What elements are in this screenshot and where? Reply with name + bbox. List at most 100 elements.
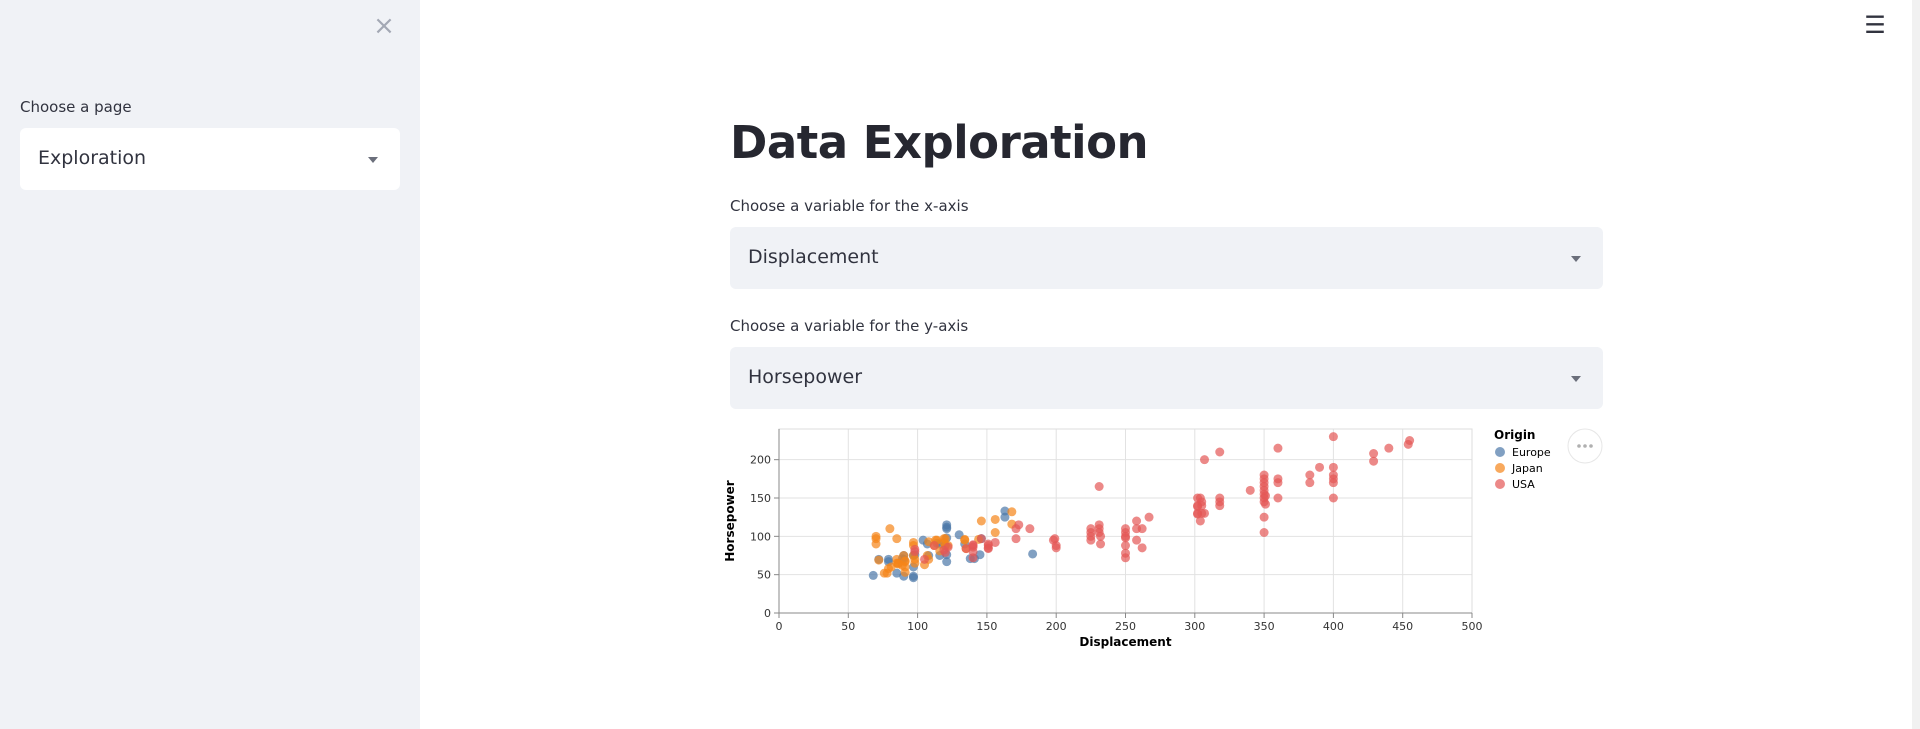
data-point-usa [1273, 493, 1283, 503]
legend-swatch [1495, 463, 1505, 473]
y-tick-label: 50 [757, 569, 771, 582]
data-point-europe [892, 568, 902, 578]
legend-label: Japan [1511, 462, 1543, 475]
data-point-usa [961, 544, 971, 554]
data-point-usa [1137, 543, 1147, 553]
data-point-usa [1200, 508, 1210, 518]
x-tick-label: 450 [1392, 620, 1413, 633]
data-point-usa [1328, 470, 1338, 480]
data-point-usa [1132, 516, 1142, 526]
x-tick-label: 150 [976, 620, 997, 633]
data-point-usa [1197, 497, 1207, 507]
x-tick-label: 50 [841, 620, 855, 633]
legend-label: USA [1512, 478, 1535, 491]
data-point-usa [1215, 493, 1225, 503]
data-point-usa [1260, 499, 1270, 509]
data-point-usa [1259, 470, 1269, 480]
data-point-usa [1315, 462, 1325, 472]
x-tick-label: 200 [1046, 620, 1067, 633]
more-icon-dot [1589, 444, 1593, 448]
y-axis-select-value: Horsepower [748, 366, 863, 388]
data-point-europe [883, 554, 893, 564]
hamburger-menu-icon[interactable]: ☰ [1864, 11, 1886, 39]
data-point-usa [1121, 548, 1130, 558]
data-point-usa [1215, 447, 1225, 457]
data-point-japan [874, 555, 884, 565]
close-sidebar-icon[interactable]: × [373, 11, 395, 41]
legend-swatch [1495, 479, 1505, 489]
data-point-japan [960, 534, 970, 544]
y-axis-select[interactable]: Horsepower [730, 347, 1603, 409]
data-point-usa [920, 554, 930, 564]
page-select[interactable]: Exploration [20, 128, 400, 190]
scrollbar[interactable] [1912, 0, 1920, 729]
data-point-usa [1132, 535, 1142, 545]
data-point-usa [1094, 520, 1104, 530]
data-point-usa [1305, 478, 1315, 488]
data-point-usa [990, 537, 1000, 547]
data-point-japan [871, 531, 881, 541]
y-axis-title: Horsepower [723, 480, 737, 562]
data-point-usa [1245, 485, 1255, 495]
data-point-usa [1096, 539, 1106, 549]
chart-actions-button[interactable] [1567, 428, 1603, 464]
data-point-japan [1007, 507, 1017, 517]
data-point-japan [892, 534, 902, 544]
data-point-usa [1200, 455, 1210, 465]
page-title: Data Exploration [730, 116, 1149, 169]
data-point-usa [1384, 443, 1394, 453]
x-axis-select-value: Displacement [748, 246, 879, 268]
data-point-usa [1305, 470, 1315, 480]
x-tick-label: 400 [1323, 620, 1344, 633]
data-point-japan [976, 516, 986, 526]
data-point-usa [1328, 493, 1338, 503]
y-tick-label: 200 [750, 454, 771, 467]
data-point-usa [1273, 443, 1283, 453]
data-point-japan [900, 556, 910, 566]
data-point-usa [1014, 520, 1024, 530]
data-point-usa [983, 539, 993, 549]
data-point-japan [990, 514, 1000, 524]
page-select-value: Exploration [38, 147, 147, 169]
data-point-usa [910, 544, 920, 554]
x-axis-title: Displacement [1079, 635, 1171, 649]
data-point-usa [1121, 541, 1130, 551]
data-point-europe [908, 571, 918, 581]
x-tick-label: 100 [907, 620, 928, 633]
data-point-usa [1259, 512, 1269, 522]
legend-title: Origin [1494, 428, 1535, 442]
data-point-usa [1121, 524, 1130, 534]
chevron-down-icon [1571, 376, 1581, 382]
y-tick-label: 100 [750, 530, 771, 543]
data-point-usa [1328, 432, 1338, 442]
data-point-usa [943, 542, 953, 552]
x-tick-label: 0 [776, 620, 783, 633]
x-axis-select[interactable]: Displacement [730, 227, 1603, 289]
more-icon-dot [1577, 444, 1581, 448]
data-point-usa [1369, 449, 1379, 459]
data-point-japan [908, 537, 918, 547]
data-point-usa [1011, 534, 1021, 544]
legend-swatch [1495, 447, 1505, 457]
data-point-usa [976, 534, 986, 544]
data-point-japan [885, 524, 895, 534]
sidebar: × Choose a page Exploration [0, 0, 420, 729]
x-tick-label: 350 [1254, 620, 1275, 633]
data-point-usa [1144, 512, 1154, 522]
data-point-japan [990, 528, 1000, 537]
data-point-usa [1051, 541, 1061, 551]
data-point-usa [1086, 524, 1096, 534]
data-point-usa [1259, 528, 1269, 537]
legend-label: Europe [1512, 446, 1551, 459]
data-point-japan [910, 558, 920, 568]
data-point-usa [1050, 534, 1060, 544]
data-point-europe [868, 570, 878, 580]
data-point-usa [1273, 474, 1283, 484]
data-point-europe [942, 520, 952, 530]
data-point-usa [1094, 482, 1104, 491]
x-tick-label: 500 [1462, 620, 1483, 633]
data-point-usa [1137, 524, 1147, 534]
y-tick-label: 0 [764, 607, 771, 620]
data-point-usa [1369, 456, 1379, 466]
